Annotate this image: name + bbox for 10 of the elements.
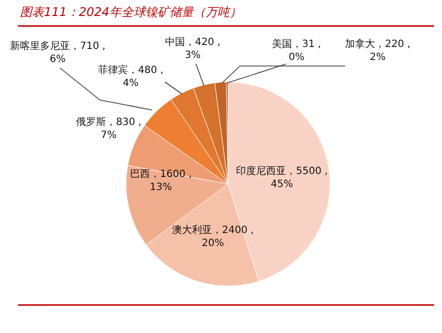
slice-label: 俄罗斯，830 , 7% <box>76 116 142 142</box>
slice-label: 澳大利亚，2400 , 20% <box>172 224 254 250</box>
slice-label: 美国，31 , 0% <box>272 38 322 64</box>
chart-title: 图表111：2024年全球镍矿储量（万吨） <box>20 4 242 21</box>
slice-label: 加拿大，220 , 2% <box>345 38 410 64</box>
slice-label: 印度尼西亚，5500 , 45% <box>236 165 328 191</box>
slice-label: 菲律宾，480 , 4% <box>98 64 164 90</box>
slice-label: 新喀里多尼亚，710 , 6% <box>10 40 106 65</box>
slice-label: 中国，420 , 3% <box>165 36 220 62</box>
slice-label: 巴西，1600 , 13% <box>130 168 192 194</box>
